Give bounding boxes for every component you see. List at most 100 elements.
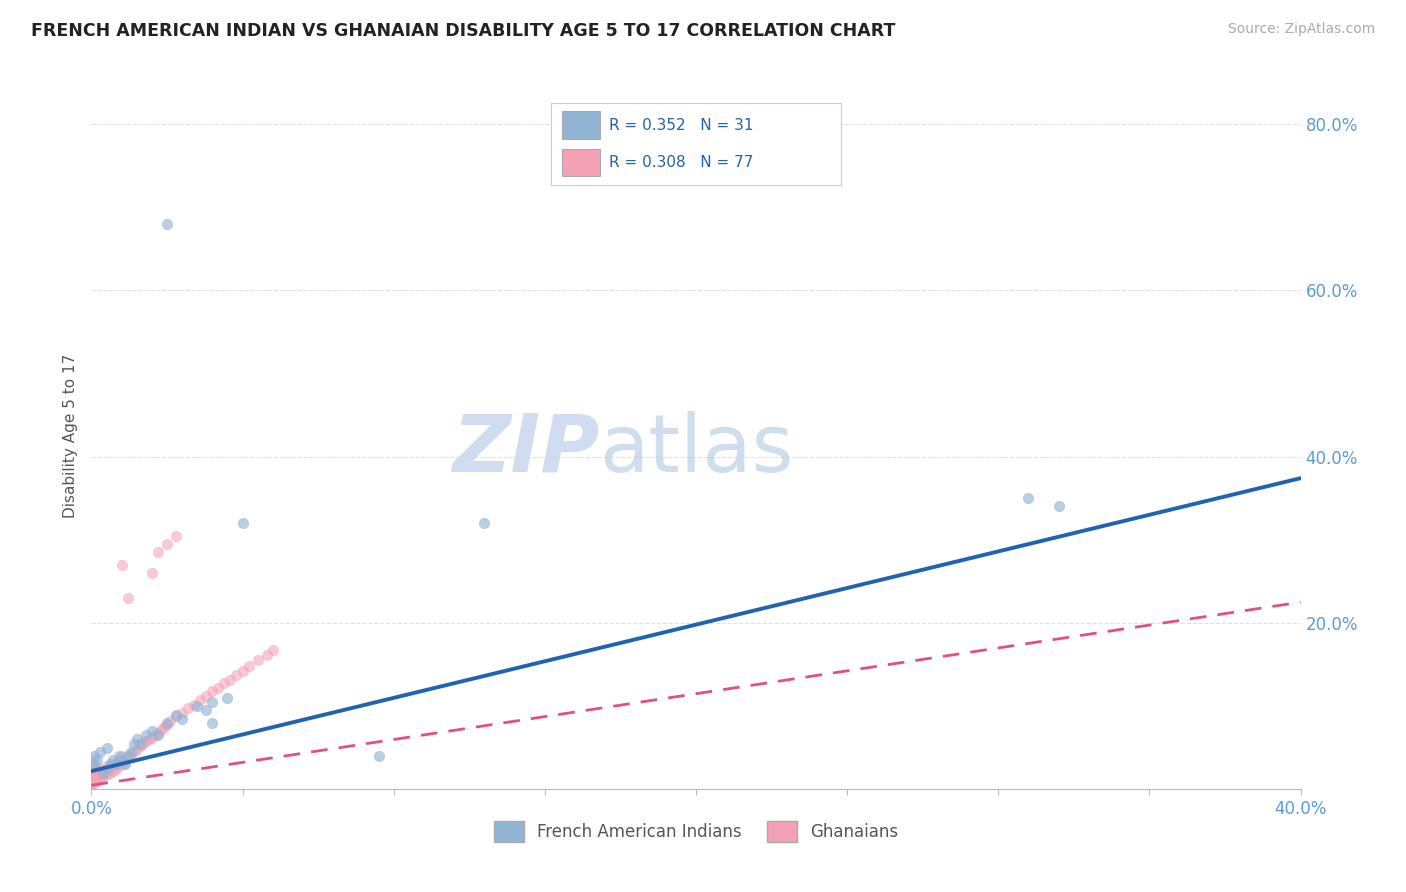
Point: [80, 762, 103, 776]
Point: [225, 667, 247, 681]
Point: [83, 767, 105, 781]
Point: [156, 217, 179, 231]
Point: [128, 739, 150, 753]
Point: [120, 745, 142, 759]
Point: [165, 709, 187, 723]
Point: [141, 731, 163, 745]
Point: [125, 742, 148, 756]
Point: [172, 712, 194, 726]
Point: [93, 770, 115, 784]
Point: [89, 767, 111, 781]
Point: [96, 764, 118, 778]
Point: [146, 545, 169, 559]
Point: [246, 653, 269, 667]
Point: [89, 762, 111, 776]
Point: [201, 715, 224, 730]
Point: [149, 723, 172, 737]
Point: [117, 749, 139, 764]
Point: [238, 659, 260, 673]
Point: [120, 747, 142, 762]
Y-axis label: Disability Age 5 to 17: Disability Age 5 to 17: [62, 353, 77, 518]
Point: [172, 706, 194, 720]
Point: [86, 770, 108, 784]
Point: [132, 737, 155, 751]
Point: [83, 774, 105, 789]
Point: [165, 707, 187, 722]
Point: [186, 699, 208, 714]
Point: [183, 698, 205, 712]
Point: [80, 778, 103, 792]
Point: [214, 676, 236, 690]
Point: [177, 701, 200, 715]
Point: [201, 684, 224, 698]
Point: [156, 715, 179, 730]
Point: [1018, 491, 1040, 505]
Point: [80, 757, 103, 772]
Point: [114, 757, 136, 772]
Point: [89, 770, 111, 784]
Point: [104, 762, 127, 776]
Point: [146, 726, 169, 740]
Point: [217, 690, 239, 705]
Point: [141, 724, 163, 739]
Point: [107, 749, 129, 764]
Text: FRENCH AMERICAN INDIAN VS GHANAIAN DISABILITY AGE 5 TO 17 CORRELATION CHART: FRENCH AMERICAN INDIAN VS GHANAIAN DISAB…: [31, 22, 896, 40]
Point: [156, 537, 179, 551]
Point: [165, 528, 187, 542]
Point: [86, 765, 108, 780]
Point: [117, 591, 139, 605]
Point: [111, 749, 132, 764]
Point: [101, 757, 124, 772]
Point: [86, 753, 108, 767]
Point: [83, 776, 105, 790]
Point: [143, 728, 166, 742]
Point: [80, 759, 103, 773]
Point: [101, 753, 124, 767]
Point: [96, 767, 118, 781]
Point: [262, 642, 284, 657]
Text: Source: ZipAtlas.com: Source: ZipAtlas.com: [1227, 22, 1375, 37]
Point: [96, 740, 118, 755]
Point: [80, 765, 103, 780]
Point: [156, 717, 179, 731]
Point: [231, 516, 253, 530]
Point: [86, 772, 108, 787]
Point: [80, 767, 103, 781]
Point: [104, 757, 127, 772]
Point: [98, 765, 121, 780]
Point: [114, 756, 136, 770]
Point: [122, 745, 145, 759]
Point: [80, 770, 103, 784]
Point: [219, 673, 242, 687]
Point: [83, 762, 105, 776]
Point: [80, 764, 103, 778]
Point: [89, 745, 111, 759]
Point: [93, 767, 115, 781]
Point: [195, 690, 218, 704]
Point: [111, 753, 132, 767]
Legend: French American Indians, Ghanaians: French American Indians, Ghanaians: [486, 814, 905, 848]
Point: [93, 764, 115, 778]
Text: ZIP: ZIP: [451, 411, 599, 489]
Point: [188, 692, 211, 706]
Point: [80, 774, 103, 789]
Point: [111, 757, 132, 772]
Point: [207, 681, 229, 695]
Point: [135, 734, 157, 748]
Point: [141, 566, 163, 580]
Point: [80, 776, 103, 790]
Point: [111, 558, 132, 572]
Point: [201, 695, 224, 709]
Point: [80, 753, 103, 767]
Point: [83, 765, 105, 780]
Point: [98, 757, 121, 772]
Point: [101, 764, 124, 778]
Point: [256, 648, 278, 662]
Point: [107, 759, 129, 773]
Point: [96, 759, 118, 773]
Point: [96, 762, 118, 776]
Point: [195, 703, 218, 717]
Point: [89, 772, 111, 787]
Point: [135, 728, 157, 742]
Point: [93, 765, 115, 780]
